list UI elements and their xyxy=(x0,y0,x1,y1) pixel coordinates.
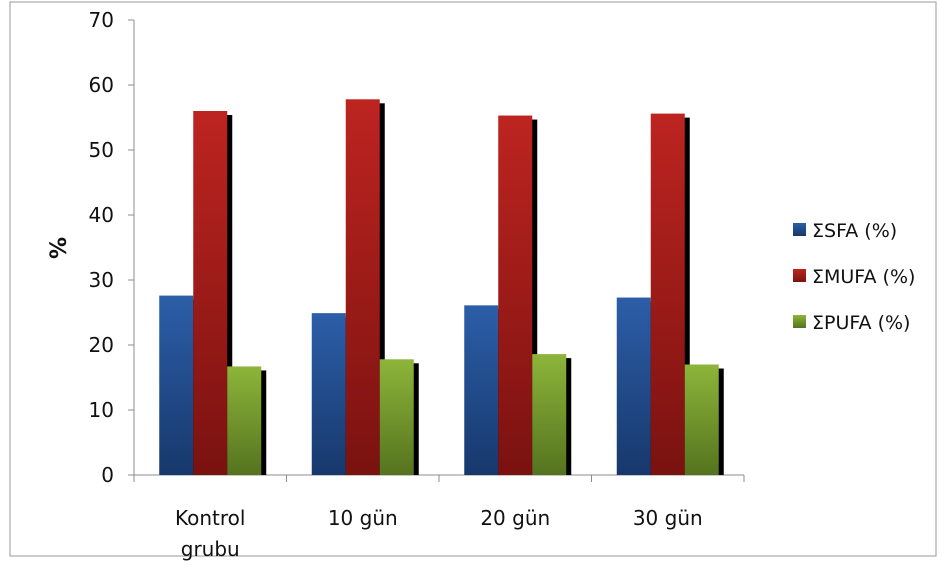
legend-item: ΣSFA (%) xyxy=(793,220,897,242)
bar xyxy=(159,295,194,475)
legend-swatch xyxy=(793,315,806,328)
y-tick-label: 20 xyxy=(89,333,114,357)
bars xyxy=(159,99,724,476)
x-category-label: 10 gün xyxy=(328,506,398,530)
x-axis: Kontrol grubu 10 gün 20 gün 30 gün xyxy=(133,474,745,561)
bar xyxy=(684,364,719,475)
x-category-label: Kontrol grubu xyxy=(175,506,245,561)
y-tick-label: 0 xyxy=(101,463,114,487)
bar xyxy=(345,99,380,476)
x-category-label: 20 gün xyxy=(480,506,550,530)
y-axis-label: % xyxy=(47,237,72,259)
legend-item: ΣPUFA (%) xyxy=(793,312,910,334)
bar xyxy=(616,297,651,475)
y-tick-label: 30 xyxy=(89,268,114,292)
bar xyxy=(227,366,262,475)
bar xyxy=(193,111,228,475)
y-tick-label: 40 xyxy=(89,203,114,227)
y-tick-label: 10 xyxy=(89,398,114,422)
y-axis: 0 10 20 30 40 50 60 70 xyxy=(89,8,135,487)
legend-label: ΣPUFA (%) xyxy=(812,312,910,334)
bar xyxy=(464,305,499,475)
legend-swatch xyxy=(793,223,806,236)
legend-label: ΣSFA (%) xyxy=(812,220,897,242)
legend-item: ΣMUFA (%) xyxy=(793,266,915,288)
bar xyxy=(532,354,567,475)
y-tick-label: 50 xyxy=(89,138,114,162)
legend-swatch xyxy=(793,269,806,282)
bar xyxy=(498,115,533,476)
y-tick-label: 70 xyxy=(89,8,114,32)
bar xyxy=(311,313,346,475)
legend-label: ΣMUFA (%) xyxy=(812,266,915,288)
legend: ΣSFA (%) ΣMUFA (%) ΣPUFA (%) xyxy=(793,220,915,334)
y-tick-label: 60 xyxy=(89,73,114,97)
x-category-label: 30 gün xyxy=(633,506,703,530)
bar xyxy=(379,359,414,475)
bar xyxy=(650,113,685,475)
